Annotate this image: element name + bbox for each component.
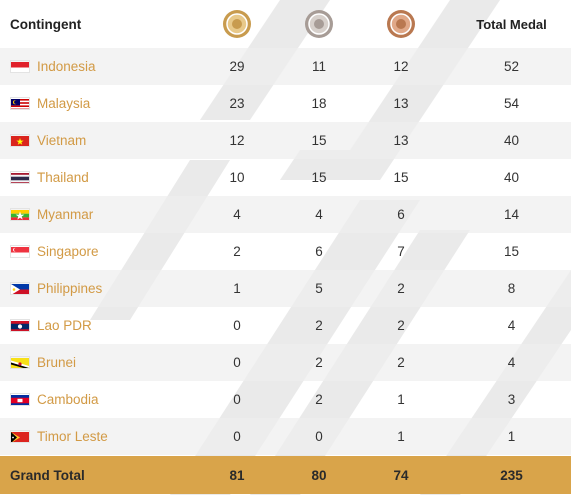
country-link[interactable]: Malaysia [37,96,91,111]
silver-count: 0 [315,429,323,444]
total-count: 8 [507,281,516,296]
gold-count: 0 [233,355,241,370]
country-link[interactable]: Singapore [37,244,99,259]
table-row: Timor Leste 0 0 1 1 [0,418,571,455]
table-row: Philippines 1 5 2 8 [0,270,571,307]
gold-header [196,9,278,39]
grand-total-label: Grand Total [10,467,85,483]
grand-total-row: Grand Total 81 80 74 235 [0,456,571,494]
bronze-count: 12 [393,59,409,74]
grand-total-gold: 81 [229,467,245,483]
silver-count: 18 [311,96,327,111]
silver-medal-icon [305,10,333,38]
total-count: 4 [507,318,516,333]
bronze-count: 2 [397,318,405,333]
malaysia-flag-icon [10,97,30,110]
table-row: Brunei 0 2 2 4 [0,344,571,381]
gold-count: 29 [229,59,245,74]
country-link[interactable]: Myanmar [37,207,94,222]
grand-total-all: 235 [500,467,523,483]
country-link[interactable]: Philippines [37,281,103,296]
myanmar-flag-icon [10,208,30,221]
total-count: 4 [507,355,516,370]
total-count: 40 [503,170,520,185]
bronze-header [360,9,442,39]
table-row: Lao PDR 0 2 2 4 [0,307,571,344]
silver-count: 15 [311,133,327,148]
table-row: Singapore 2 6 7 15 [0,233,571,270]
silver-count: 2 [315,392,323,407]
country-link[interactable]: Vietnam [37,133,87,148]
silver-count: 2 [315,355,323,370]
table-row: Vietnam 12 15 13 40 [0,122,571,159]
bronze-medal-icon [387,10,415,38]
country-link[interactable]: Indonesia [37,59,96,74]
bronze-count: 1 [397,392,405,407]
bronze-count: 13 [393,133,409,148]
total-count: 52 [503,59,520,74]
bronze-count: 13 [393,96,409,111]
silver-count: 6 [315,244,323,259]
silver-count: 4 [315,207,323,222]
gold-count: 10 [229,170,245,185]
silver-count: 2 [315,318,323,333]
bronze-count: 15 [393,170,409,185]
bronze-count: 2 [397,355,405,370]
gold-count: 23 [229,96,245,111]
table-header: Contingent Total Medal [0,0,571,48]
table-row: Indonesia 29 11 12 52 [0,48,571,85]
laos-flag-icon [10,319,30,332]
country-link[interactable]: Cambodia [37,392,99,407]
silver-count: 11 [311,59,326,74]
bronze-count: 6 [397,207,405,222]
indonesia-flag-icon [10,60,30,73]
country-link[interactable]: Timor Leste [37,429,108,444]
silver-count: 15 [311,170,327,185]
gold-count: 0 [233,392,241,407]
gold-count: 1 [233,281,241,296]
bronze-count: 7 [397,244,405,259]
country-link[interactable]: Brunei [37,355,77,370]
grand-total-bronze: 74 [393,467,409,483]
gold-count: 0 [233,429,241,444]
bronze-count: 1 [397,429,405,444]
total-count: 40 [503,133,520,148]
table-row: Cambodia 0 2 1 3 [0,381,571,418]
gold-count: 2 [233,244,241,259]
singapore-flag-icon [10,245,30,258]
total-count: 14 [503,207,520,222]
total-count: 1 [507,429,516,444]
silver-header [278,9,360,39]
brunei-flag-icon [10,356,30,369]
gold-count: 4 [233,207,241,222]
country-link[interactable]: Lao PDR [37,318,92,333]
philippines-flag-icon [10,282,30,295]
grand-total-silver: 80 [311,467,327,483]
contingent-header: Contingent [10,16,82,32]
vietnam-flag-icon [10,134,30,147]
gold-count: 0 [233,318,241,333]
gold-medal-icon [223,10,251,38]
table-row: Thailand 10 15 15 40 [0,159,571,196]
country-link[interactable]: Thailand [37,170,89,185]
bronze-count: 2 [397,281,405,296]
timor-leste-flag-icon [10,430,30,443]
total-count: 3 [507,392,516,407]
total-medal-header: Total Medal [476,16,547,32]
table-row: Myanmar 4 4 6 14 [0,196,571,233]
total-count: 54 [503,96,520,111]
total-count: 15 [503,244,520,259]
gold-count: 12 [229,133,245,148]
table-row: Malaysia 23 18 13 54 [0,85,571,122]
silver-count: 5 [315,281,323,296]
cambodia-flag-icon [10,393,30,406]
thailand-flag-icon [10,171,30,184]
